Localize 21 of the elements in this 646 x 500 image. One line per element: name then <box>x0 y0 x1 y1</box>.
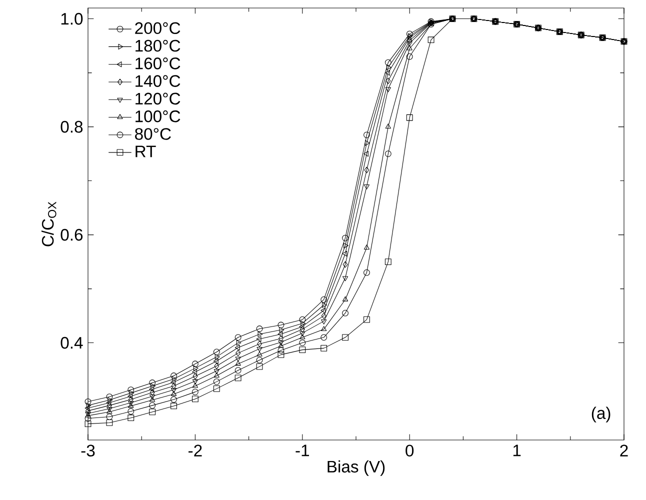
y-tick-label: 1.0 <box>61 12 83 25</box>
legend-label: 120°C <box>136 92 180 105</box>
legend-label: 200°C <box>135 22 180 34</box>
x-tick-label: 0 <box>406 444 414 457</box>
legend-label: 100°C <box>136 110 180 122</box>
y-axis-title: C/C$_{OX}$ <box>41 202 56 246</box>
annotation: (a) <box>592 406 610 422</box>
x-tick-label: -3 <box>81 444 95 457</box>
x-tick-label: -2 <box>188 444 202 456</box>
x-tick-label: 1 <box>513 444 521 456</box>
legend-label: 80°C <box>135 128 171 140</box>
y-tick-label: 0.4 <box>60 336 83 349</box>
legend-label: RT <box>136 146 156 158</box>
legend-label: 160°C <box>136 58 180 70</box>
x-tick-label: 2 <box>620 444 628 456</box>
y-tick-label: 0.6 <box>60 228 83 241</box>
x-axis-title: Bias (V) <box>328 460 385 476</box>
legend-label: 180°C <box>136 40 180 52</box>
x-tick-label: -1 <box>296 444 309 456</box>
y-tick-label: 0.8 <box>60 120 83 133</box>
legend-label: 140°C <box>136 75 180 87</box>
